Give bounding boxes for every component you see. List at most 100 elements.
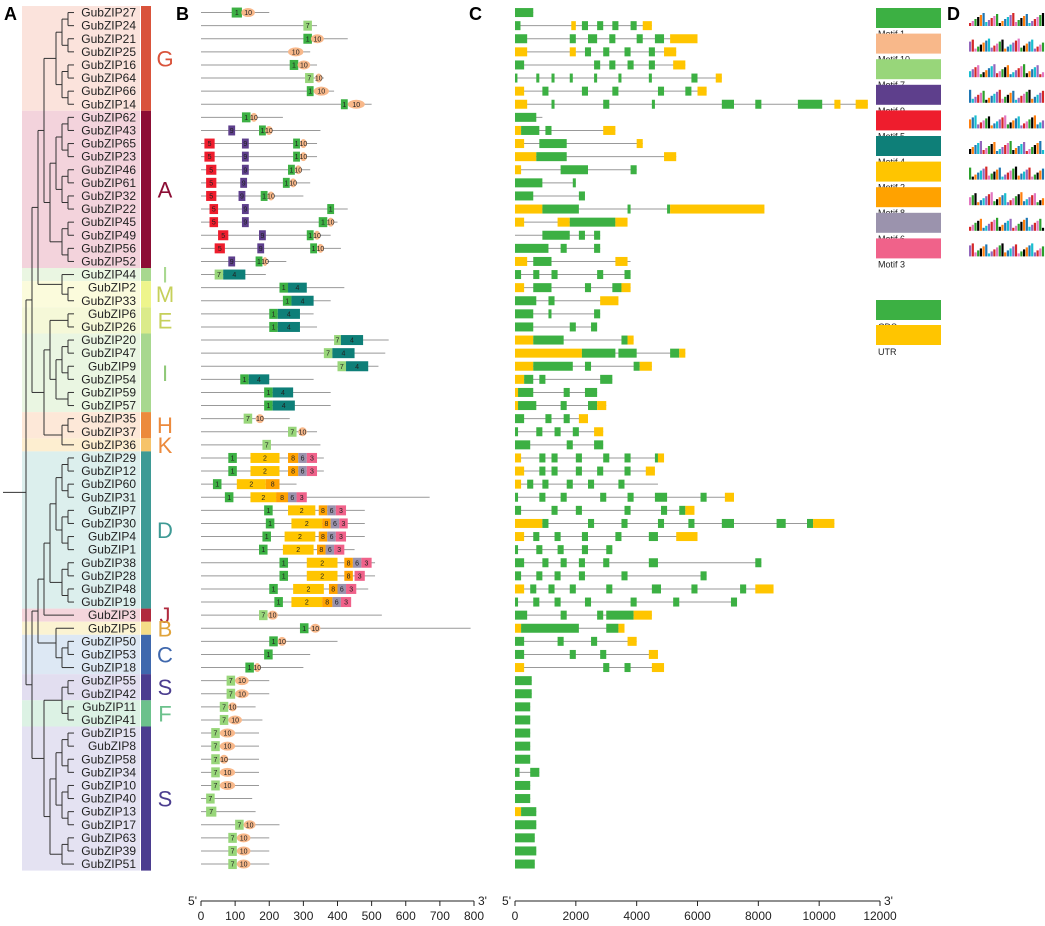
- motif-num-44-0: 1: [272, 586, 276, 593]
- group-label-1: A: [158, 177, 173, 202]
- cds-1-2: [581, 21, 588, 31]
- utr-34-7: [657, 453, 665, 463]
- motif-6-37-3: [288, 492, 297, 503]
- cds-36-3: [566, 479, 573, 489]
- motif-9-13-1: [240, 177, 248, 188]
- motif-num-29-1: 4: [281, 390, 285, 397]
- logo-glyph-3-8: [990, 95, 993, 103]
- motif-num-17-2: 1: [308, 233, 312, 240]
- motif-5-11-0: [204, 151, 215, 162]
- motif-num-6-0: 1: [308, 89, 312, 96]
- utr-29-0: [515, 387, 519, 397]
- motif-num-7-1: 10: [352, 102, 360, 109]
- logo-glyph-7-10: [996, 199, 999, 206]
- cds-37-6: [700, 492, 707, 502]
- motif-num-34-0: 1: [231, 455, 235, 462]
- cds-17-0: [542, 230, 570, 240]
- cds-2-1: [569, 34, 576, 44]
- logo-glyph-2-9: [993, 64, 996, 78]
- motif-tick-label-3: 300: [293, 909, 313, 923]
- motif-num-36-0: 1: [215, 482, 219, 489]
- motif-num-46-1: 10: [269, 613, 277, 620]
- cds-5-2: [551, 73, 555, 83]
- motif-num-2-0: 1: [306, 36, 310, 43]
- logo-glyph-3-1: [971, 98, 974, 103]
- logo-glyph-8-27: [1041, 227, 1045, 231]
- legend-label-9: Motif 3: [878, 259, 905, 269]
- utr-16-0: [515, 217, 525, 227]
- logo-glyph-3-17: [1014, 99, 1018, 103]
- motif-6-44-3: [337, 583, 347, 594]
- logo-glyph-9-10: [996, 247, 999, 257]
- logo-glyph-6-6: [985, 166, 988, 180]
- cds-47-2: [606, 623, 619, 633]
- logo-glyph-6-10: [996, 169, 999, 180]
- motif-num-52-1: 10: [238, 691, 246, 698]
- logo-glyph-9-25: [1036, 250, 1039, 257]
- utr-16-3: [615, 217, 628, 227]
- gene-label-4: GubZIP16: [81, 58, 136, 72]
- motif-num-27-1: 4: [355, 364, 359, 371]
- logo-glyph-7-18: [1017, 194, 1020, 206]
- logo-glyph-2-6: [985, 70, 988, 78]
- structure-tick-label-1: 2000: [562, 909, 589, 923]
- motif-6-45-3: [332, 597, 341, 608]
- motif-num-47-1: 10: [311, 626, 319, 633]
- motif-num-53-1: 10: [229, 704, 237, 711]
- motif-num-25-1: 4: [350, 338, 354, 345]
- logo-glyph-3-20: [1023, 93, 1026, 103]
- cds-24-2: [591, 322, 598, 332]
- gene-label-12: GubZIP46: [81, 163, 136, 177]
- motif-1-34-0: [228, 452, 237, 463]
- logo-glyph-2-15: [1009, 74, 1012, 78]
- cds-27-3: [633, 361, 640, 371]
- motif-num-37-4: 3: [300, 495, 304, 502]
- logo-glyph-2-2: [974, 67, 977, 78]
- motif-1-21-0: [279, 282, 289, 293]
- motif-2-38-1: [288, 505, 316, 516]
- logo-glyph-2-18: [1017, 68, 1020, 78]
- gene-label-33: GubZIP36: [81, 438, 136, 452]
- legend-swatch-0: [876, 8, 941, 28]
- group-label-9: J: [160, 603, 171, 628]
- motif-8-37-2: [276, 492, 289, 503]
- motif-num-30-1: 4: [282, 403, 286, 410]
- utr-1-6: [642, 21, 652, 31]
- logo-glyph-8-26: [1039, 218, 1042, 231]
- cds-4-2: [609, 60, 616, 70]
- motif-3-41-4: [334, 544, 345, 555]
- logo-glyph-1-4: [979, 44, 982, 52]
- gene-label-36: GubZIP60: [81, 477, 136, 491]
- utr-28-0: [515, 374, 525, 384]
- logo-glyph-2-16: [1012, 72, 1015, 78]
- cds-38-1: [551, 505, 558, 515]
- motif-num-38-4: 3: [339, 508, 343, 515]
- motif-num-10-0: 5: [208, 141, 212, 148]
- utr-39-0: [515, 518, 543, 528]
- logo-glyph-0-4: [979, 15, 982, 26]
- motif-10-63-1: [236, 833, 251, 843]
- group-bg-7: [22, 438, 140, 452]
- gene-label-41: GubZIP1: [88, 543, 136, 557]
- motif-num-52-0: 7: [229, 691, 233, 698]
- cds-40-3: [581, 532, 588, 542]
- group-bar-9: [141, 608, 151, 622]
- cds-37-4: [627, 492, 634, 502]
- cds-20-4: [624, 270, 631, 280]
- motif-10-62-1: [243, 820, 256, 830]
- logo-glyph-9-11: [998, 245, 1001, 257]
- motif-num-35-2: 8: [291, 469, 295, 476]
- motif-num-23-1: 4: [287, 311, 291, 318]
- motif-9-10-1: [241, 138, 249, 149]
- logo-glyph-3-12: [1001, 98, 1004, 103]
- motif-1-0-0: [231, 7, 242, 18]
- gene-label-56: GubZIP8: [88, 739, 136, 753]
- motif-tick-label-1: 100: [225, 909, 245, 923]
- motif-3-35-4: [306, 466, 318, 477]
- motif-10-31-1: [255, 414, 265, 424]
- utr-40-0: [515, 532, 525, 542]
- motif-end3: 3': [478, 894, 487, 908]
- logo-glyph-9-17: [1014, 244, 1018, 257]
- motif-num-49-0: 1: [266, 652, 270, 659]
- logo-glyph-1-21: [1025, 43, 1028, 52]
